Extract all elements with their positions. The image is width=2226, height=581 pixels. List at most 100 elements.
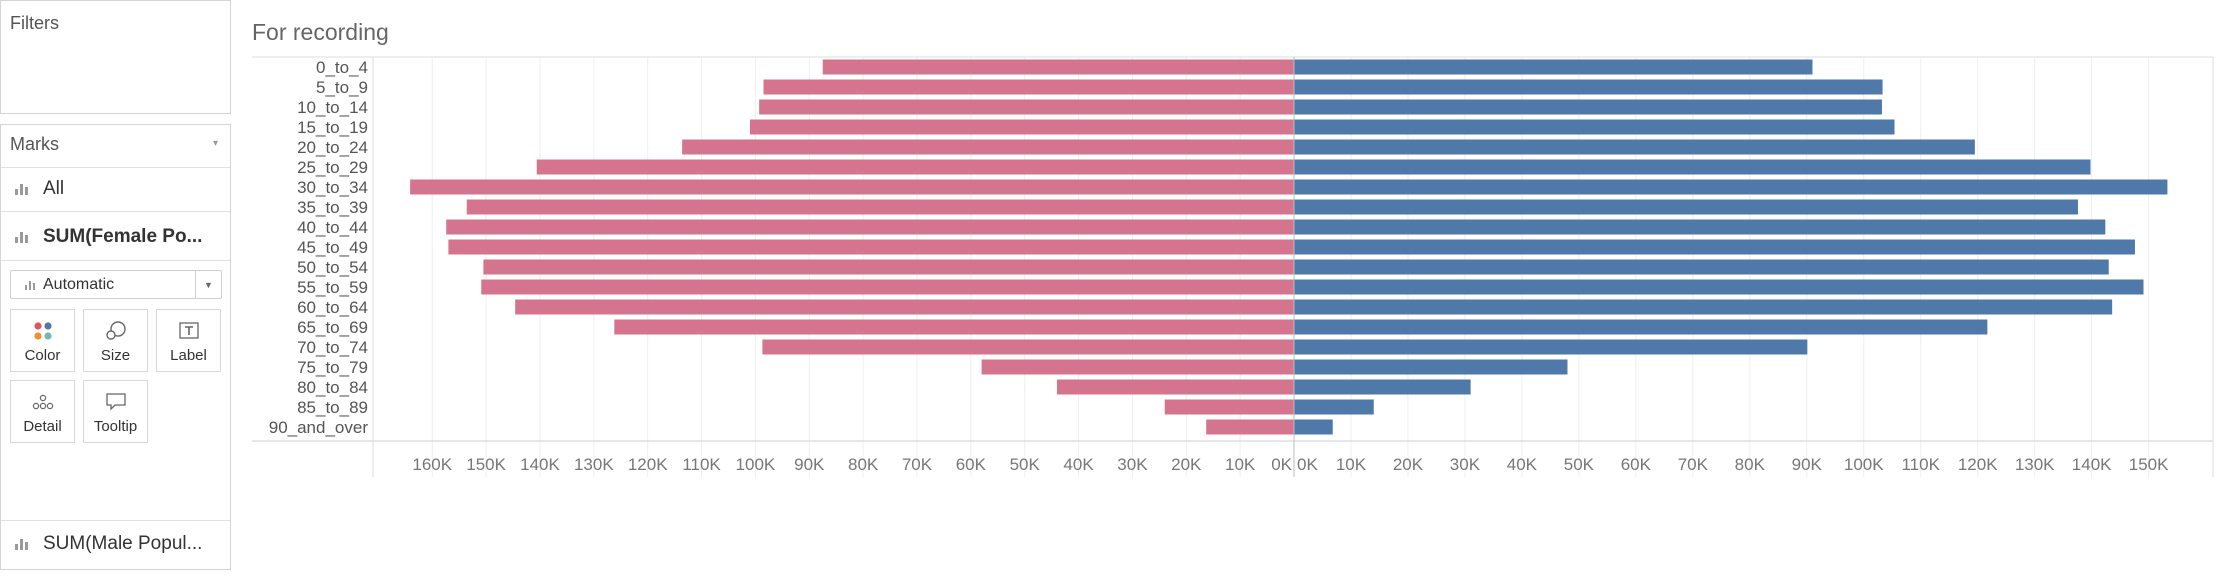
category-label: 85_to_89 — [297, 398, 368, 417]
detail-dots-icon — [11, 390, 74, 414]
bar-chart-icon — [15, 183, 29, 195]
divider — [1, 211, 230, 212]
divider — [1, 260, 230, 261]
category-label: 65_to_69 — [297, 318, 368, 337]
category-label: 15_to_19 — [297, 118, 368, 137]
male-bar — [1294, 339, 1808, 355]
male-bar — [1294, 359, 1568, 375]
marks-row-female[interactable]: SUM(Female Po... — [1, 217, 230, 257]
left-axis-tick-label: 50K — [1010, 455, 1041, 474]
marks-row-all[interactable]: All — [1, 169, 230, 209]
left-axis-tick-label: 10K — [1225, 455, 1256, 474]
category-label: 0_to_4 — [316, 58, 368, 77]
right-axis-tick-label: 70K — [1678, 455, 1709, 474]
category-label: 60_to_64 — [297, 298, 368, 317]
right-axis-tick-label: 130K — [2015, 455, 2055, 474]
male-bar — [1294, 299, 2113, 315]
male-bar — [1294, 239, 2135, 255]
category-label: 55_to_59 — [297, 278, 368, 297]
category-label: 90_and_over — [269, 418, 369, 437]
filters-card[interactable]: Filters — [0, 0, 231, 114]
right-axis-tick-label: 0K — [1297, 455, 1318, 474]
left-axis-tick-label: 40K — [1063, 455, 1094, 474]
category-label: 30_to_34 — [297, 178, 368, 197]
shelf-label: Tooltip — [93, 418, 138, 435]
right-axis-tick-label: 100K — [1844, 455, 1884, 474]
category-label: 80_to_84 — [297, 378, 368, 397]
category-label: 5_to_9 — [316, 78, 368, 97]
female-bar — [759, 99, 1294, 115]
bar-chart-icon — [15, 231, 29, 243]
bar-chart-icon — [25, 280, 37, 290]
female-bar — [1164, 399, 1294, 415]
mark-type-select[interactable]: Automatic ▼ — [10, 270, 222, 299]
left-axis-tick-label: 30K — [1117, 455, 1148, 474]
left-axis-tick-label: 70K — [902, 455, 933, 474]
female-bar — [981, 359, 1294, 375]
chevron-down-icon[interactable]: ▼ — [195, 271, 221, 298]
category-label: 75_to_79 — [297, 358, 368, 377]
right-axis-tick-label: 60K — [1621, 455, 1652, 474]
size-shelf-button[interactable]: Size — [83, 309, 148, 372]
right-axis-tick-label: 80K — [1735, 455, 1766, 474]
female-bar — [410, 179, 1294, 195]
category-label: 45_to_49 — [297, 238, 368, 257]
category-label: 35_to_39 — [297, 198, 368, 217]
right-axis-tick-label: 140K — [2072, 455, 2112, 474]
right-axis-tick-label: 110K — [1901, 455, 1940, 474]
right-axis-tick-label: 40K — [1507, 455, 1538, 474]
female-bar — [682, 139, 1294, 155]
tooltip-shelf-button[interactable]: Tooltip — [83, 380, 148, 443]
female-bar — [763, 79, 1294, 95]
male-bar — [1294, 199, 2078, 215]
detail-shelf-button[interactable]: Detail — [10, 380, 75, 443]
marks-dropdown-icon[interactable]: ▾ — [212, 138, 218, 149]
right-axis-tick-label: 90K — [1792, 455, 1823, 474]
female-bar — [466, 199, 1294, 215]
male-bar — [1294, 99, 1882, 115]
left-axis-tick-label: 130K — [574, 455, 614, 474]
viz-area: For recording 0_to_4 5_to_9 10_to_14 15_to_… — [236, 0, 2226, 581]
marks-row-male[interactable]: SUM(Male Popul... — [1, 524, 230, 564]
female-bar — [1206, 419, 1294, 435]
male-bar — [1294, 419, 1333, 435]
left-axis-tick-label: 100K — [736, 455, 776, 474]
male-bar — [1294, 279, 2144, 295]
male-bar — [1294, 59, 1813, 75]
male-bar — [1294, 139, 1975, 155]
category-label: 50_to_54 — [297, 258, 368, 277]
right-axis-tick-label: 120K — [1958, 455, 1998, 474]
color-shelf-button[interactable]: Color — [10, 309, 75, 372]
category-label: 10_to_14 — [297, 98, 368, 117]
male-bar — [1294, 259, 2109, 275]
left-axis-tick-label: 140K — [520, 455, 560, 474]
male-bar — [1294, 179, 2168, 195]
male-bar — [1294, 79, 1883, 95]
left-axis-tick-label: 150K — [466, 455, 506, 474]
color-dots-icon — [11, 319, 74, 343]
divider — [1, 167, 230, 168]
left-axis-tick-label: 60K — [956, 455, 987, 474]
label-shelf-button[interactable]: Label — [156, 309, 221, 372]
male-bar — [1294, 119, 1895, 135]
female-bar — [1057, 379, 1294, 395]
population-pyramid-chart: 0_to_45_to_910_to_1415_to_1920_to_2425_t… — [252, 56, 2214, 477]
female-bar — [446, 219, 1294, 235]
shelf-label: Label — [170, 347, 207, 364]
right-axis-tick-label: 150K — [2129, 455, 2169, 474]
female-bar — [750, 119, 1294, 135]
category-label: 40_to_44 — [297, 218, 368, 237]
filters-title: Filters — [10, 13, 59, 33]
male-bar — [1294, 399, 1374, 415]
left-axis-tick-label: 20K — [1171, 455, 1202, 474]
male-bar — [1294, 219, 2106, 235]
label-text-icon — [157, 319, 220, 343]
male-bar — [1294, 159, 2091, 175]
left-axis-tick-label: 120K — [628, 455, 668, 474]
shelf-label: Size — [100, 347, 131, 364]
shelf-label: Color — [24, 347, 61, 364]
marks-row-label: SUM(Male Popul... — [43, 533, 203, 554]
male-bar — [1294, 319, 1988, 335]
category-label: 25_to_29 — [297, 158, 368, 177]
right-axis-tick-label: 50K — [1564, 455, 1595, 474]
